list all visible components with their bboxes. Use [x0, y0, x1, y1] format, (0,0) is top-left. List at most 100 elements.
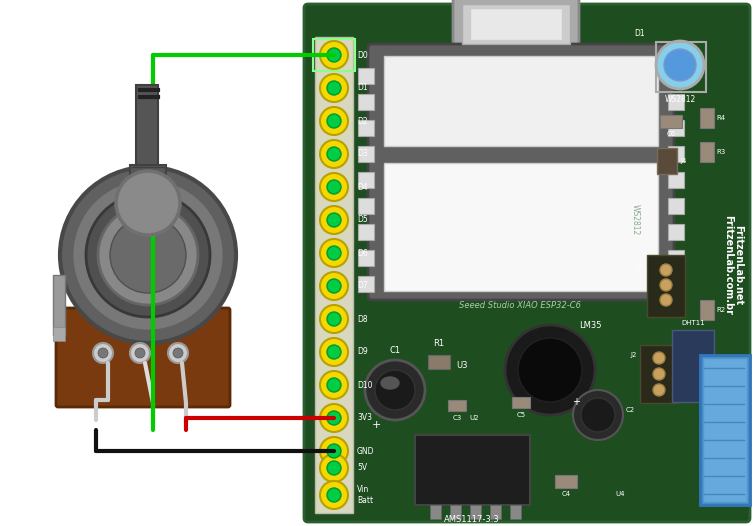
Bar	[470, 8, 562, 40]
Circle shape	[320, 404, 348, 432]
Bar	[358, 146, 374, 162]
Bar	[512, 397, 530, 408]
Text: D8: D8	[357, 315, 368, 323]
Text: Vin
Batt: Vin Batt	[357, 485, 373, 505]
Text: R1: R1	[434, 339, 445, 348]
Text: D4: D4	[357, 183, 368, 191]
Text: GND: GND	[357, 447, 375, 456]
Circle shape	[327, 488, 341, 502]
Bar	[313, 39, 355, 71]
Bar	[510, 505, 521, 519]
FancyBboxPatch shape	[304, 4, 750, 522]
Text: WS2812: WS2812	[664, 95, 696, 104]
Text: C3: C3	[452, 415, 461, 421]
Bar	[448, 400, 466, 411]
Circle shape	[518, 338, 582, 402]
Text: U3: U3	[456, 361, 467, 370]
Text: D1: D1	[634, 29, 645, 38]
Text: D10: D10	[357, 380, 372, 389]
Circle shape	[135, 348, 145, 358]
Text: D2: D2	[357, 116, 368, 126]
Bar	[668, 172, 684, 188]
Text: FritzenLab.com.br: FritzenLab.com.br	[723, 215, 733, 315]
Bar	[384, 56, 658, 146]
Bar	[490, 505, 501, 519]
Bar	[470, 505, 481, 519]
Text: J4: J4	[680, 158, 686, 164]
Circle shape	[656, 41, 704, 89]
Circle shape	[320, 74, 348, 102]
Circle shape	[327, 312, 341, 326]
Circle shape	[86, 193, 210, 317]
Text: D9: D9	[357, 348, 368, 357]
Text: D7: D7	[357, 281, 368, 290]
Circle shape	[365, 360, 425, 420]
Circle shape	[327, 114, 341, 128]
Bar	[668, 120, 684, 136]
Ellipse shape	[381, 377, 399, 389]
Circle shape	[660, 294, 672, 306]
Text: D5: D5	[357, 216, 368, 225]
Text: D1: D1	[357, 84, 368, 93]
Bar	[703, 358, 747, 502]
Circle shape	[327, 345, 341, 359]
Text: WS2812: WS2812	[630, 205, 639, 236]
Circle shape	[660, 279, 672, 291]
Circle shape	[320, 107, 348, 135]
Bar	[53, 327, 65, 341]
Circle shape	[130, 343, 150, 363]
Circle shape	[327, 213, 341, 227]
Circle shape	[320, 305, 348, 333]
Text: C2: C2	[626, 407, 635, 413]
FancyBboxPatch shape	[56, 308, 230, 407]
Bar	[555, 475, 577, 488]
Circle shape	[98, 348, 108, 358]
Circle shape	[168, 343, 188, 363]
Text: C1: C1	[389, 346, 400, 355]
Circle shape	[320, 481, 348, 509]
Bar	[130, 165, 166, 215]
Bar	[384, 163, 658, 291]
Text: +: +	[572, 397, 580, 407]
Circle shape	[320, 206, 348, 234]
Text: U4: U4	[615, 491, 625, 497]
Bar	[668, 68, 684, 84]
Bar	[700, 300, 714, 320]
Circle shape	[320, 140, 348, 168]
Text: AMS1117-3.3: AMS1117-3.3	[444, 515, 500, 524]
Text: DHT11: DHT11	[681, 320, 705, 326]
Text: R3: R3	[716, 149, 725, 155]
FancyBboxPatch shape	[453, 0, 579, 51]
Text: J3: J3	[636, 262, 643, 268]
Bar	[672, 330, 714, 402]
Bar	[656, 42, 706, 92]
Bar	[668, 146, 684, 162]
Circle shape	[98, 205, 198, 305]
Text: C5: C5	[516, 412, 526, 418]
Bar	[428, 355, 450, 369]
Circle shape	[116, 171, 180, 235]
Bar	[358, 250, 374, 266]
Circle shape	[327, 444, 341, 458]
Bar	[53, 275, 65, 335]
Circle shape	[320, 173, 348, 201]
Circle shape	[320, 239, 348, 267]
Circle shape	[327, 279, 341, 293]
Text: 5V: 5V	[357, 463, 367, 472]
Bar	[315, 37, 353, 513]
Circle shape	[327, 378, 341, 392]
Bar	[700, 355, 750, 505]
Circle shape	[72, 179, 224, 331]
Bar	[668, 94, 684, 110]
Text: D6: D6	[357, 248, 368, 258]
Bar	[647, 255, 685, 317]
Bar	[136, 85, 158, 165]
Text: D3: D3	[357, 149, 368, 158]
Text: D0: D0	[357, 50, 368, 59]
Bar	[358, 94, 374, 110]
Circle shape	[653, 352, 665, 364]
Bar	[668, 198, 684, 214]
Text: Seeed Studio XIAO ESP32-C6: Seeed Studio XIAO ESP32-C6	[459, 300, 581, 309]
Circle shape	[327, 81, 341, 95]
Text: C6: C6	[667, 131, 676, 137]
